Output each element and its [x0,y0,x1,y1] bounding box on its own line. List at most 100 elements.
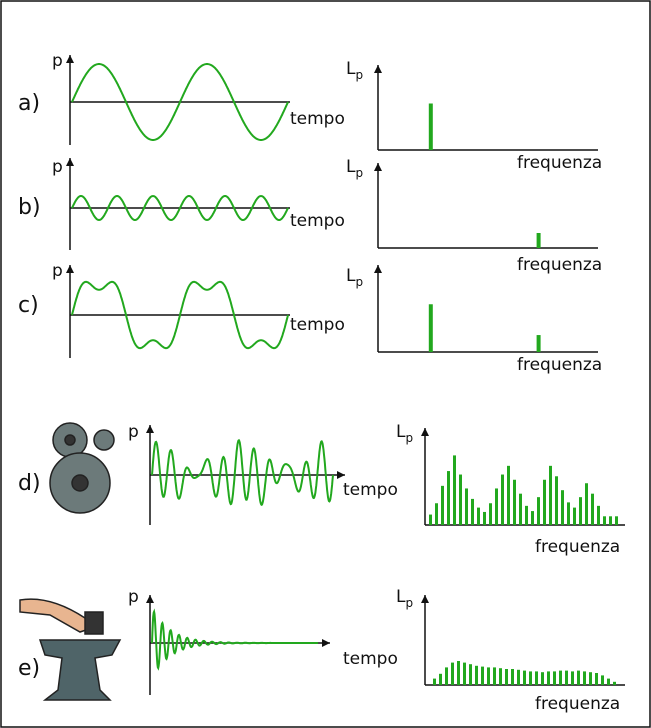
spectral-line [589,672,592,685]
spectral-line [559,670,562,685]
spectral-line [607,678,610,685]
frequenza-label: frequenza [517,255,602,275]
row-label: b) [18,195,41,220]
arrow [337,471,345,479]
row-label: c) [18,293,39,318]
waveform [71,194,289,222]
spectral-line [609,516,612,525]
spectral-line [428,103,433,150]
arrow [146,425,154,433]
spectral-line [459,474,462,525]
arrow [374,65,382,73]
spectral-line [531,511,534,525]
spectral-line [535,671,538,685]
spectral-line [493,667,496,685]
lp-label: Lp [346,266,363,289]
spectral-line [475,665,478,685]
spectral-line [573,507,576,525]
spectral-line [483,511,486,525]
lp-sub: p [355,275,363,289]
p-label: p [52,261,63,281]
spectral-line [451,662,454,685]
hammer-icon [19,598,122,701]
tempo-label: tempo [290,315,345,335]
tempo-label: tempo [290,211,345,231]
spectral-line [441,485,444,525]
spectral-line [547,671,550,685]
row-label: e) [18,656,40,681]
arrow [66,158,74,166]
lp-main: L [346,157,356,177]
spectral-line [501,474,504,525]
lp-main: L [396,422,406,442]
spectral-line [525,505,528,525]
gears-icon [49,422,115,514]
spectral-line [597,505,600,525]
spectral-line [577,670,580,685]
waveform [71,280,289,350]
spectral-line [477,507,480,525]
spectral-line [453,455,456,525]
spectral-line [469,664,472,685]
spectral-line [445,667,448,685]
arrow [421,595,429,603]
spectral-line [536,233,541,248]
arrow [66,55,74,63]
spectral-line [536,335,541,352]
lp-sub: p [405,431,413,445]
p-label: p [52,157,63,177]
arrow [374,163,382,171]
lp-sub: p [405,596,413,610]
lp-label: Lp [396,587,413,610]
frequenza-label: frequenza [535,537,620,557]
arrow [146,595,154,603]
spectral-line [553,671,556,685]
lp-label: Lp [346,157,363,180]
spectral-line [463,662,466,685]
spectral-line [513,479,516,525]
p-label: p [128,587,139,607]
spectral-line [511,669,514,685]
spectral-line [529,671,532,685]
spectral-line [439,673,442,685]
tempo-label: tempo [343,649,398,669]
spectral-line [543,479,546,525]
spectral-line [447,471,450,525]
spectral-line [428,304,433,352]
spectral-line [555,476,558,525]
lp-main: L [346,59,356,79]
spectral-line [517,669,520,685]
spectral-line [433,678,436,685]
arrow [421,428,429,436]
spectral-line [495,488,498,525]
spectral-line [457,661,460,685]
spectral-line [499,668,502,685]
lp-main: L [396,587,406,607]
spectral-line [481,666,484,685]
row-label: d) [18,471,41,496]
spectral-line [549,465,552,525]
spectral-line [435,503,438,525]
tempo-label: tempo [290,109,345,129]
lp-label: Lp [346,59,363,82]
lp-label: Lp [396,422,413,445]
waveform [151,438,334,507]
spectral-line [583,671,586,685]
waveform [151,608,318,671]
spectral-line [561,490,564,525]
spectral-line [571,671,574,685]
waveform [71,63,289,141]
arrow [66,265,74,273]
p-label: p [128,422,139,442]
arrow [322,639,330,647]
spectral-line [585,483,588,525]
arrow [374,265,382,273]
spectral-line [429,514,432,525]
frequenza-label: frequenza [535,694,620,714]
spectral-line [595,673,598,685]
p-label: p [52,51,63,71]
tempo-label: tempo [343,480,398,500]
frequenza-label: frequenza [517,153,602,173]
lp-sub: p [355,166,363,180]
